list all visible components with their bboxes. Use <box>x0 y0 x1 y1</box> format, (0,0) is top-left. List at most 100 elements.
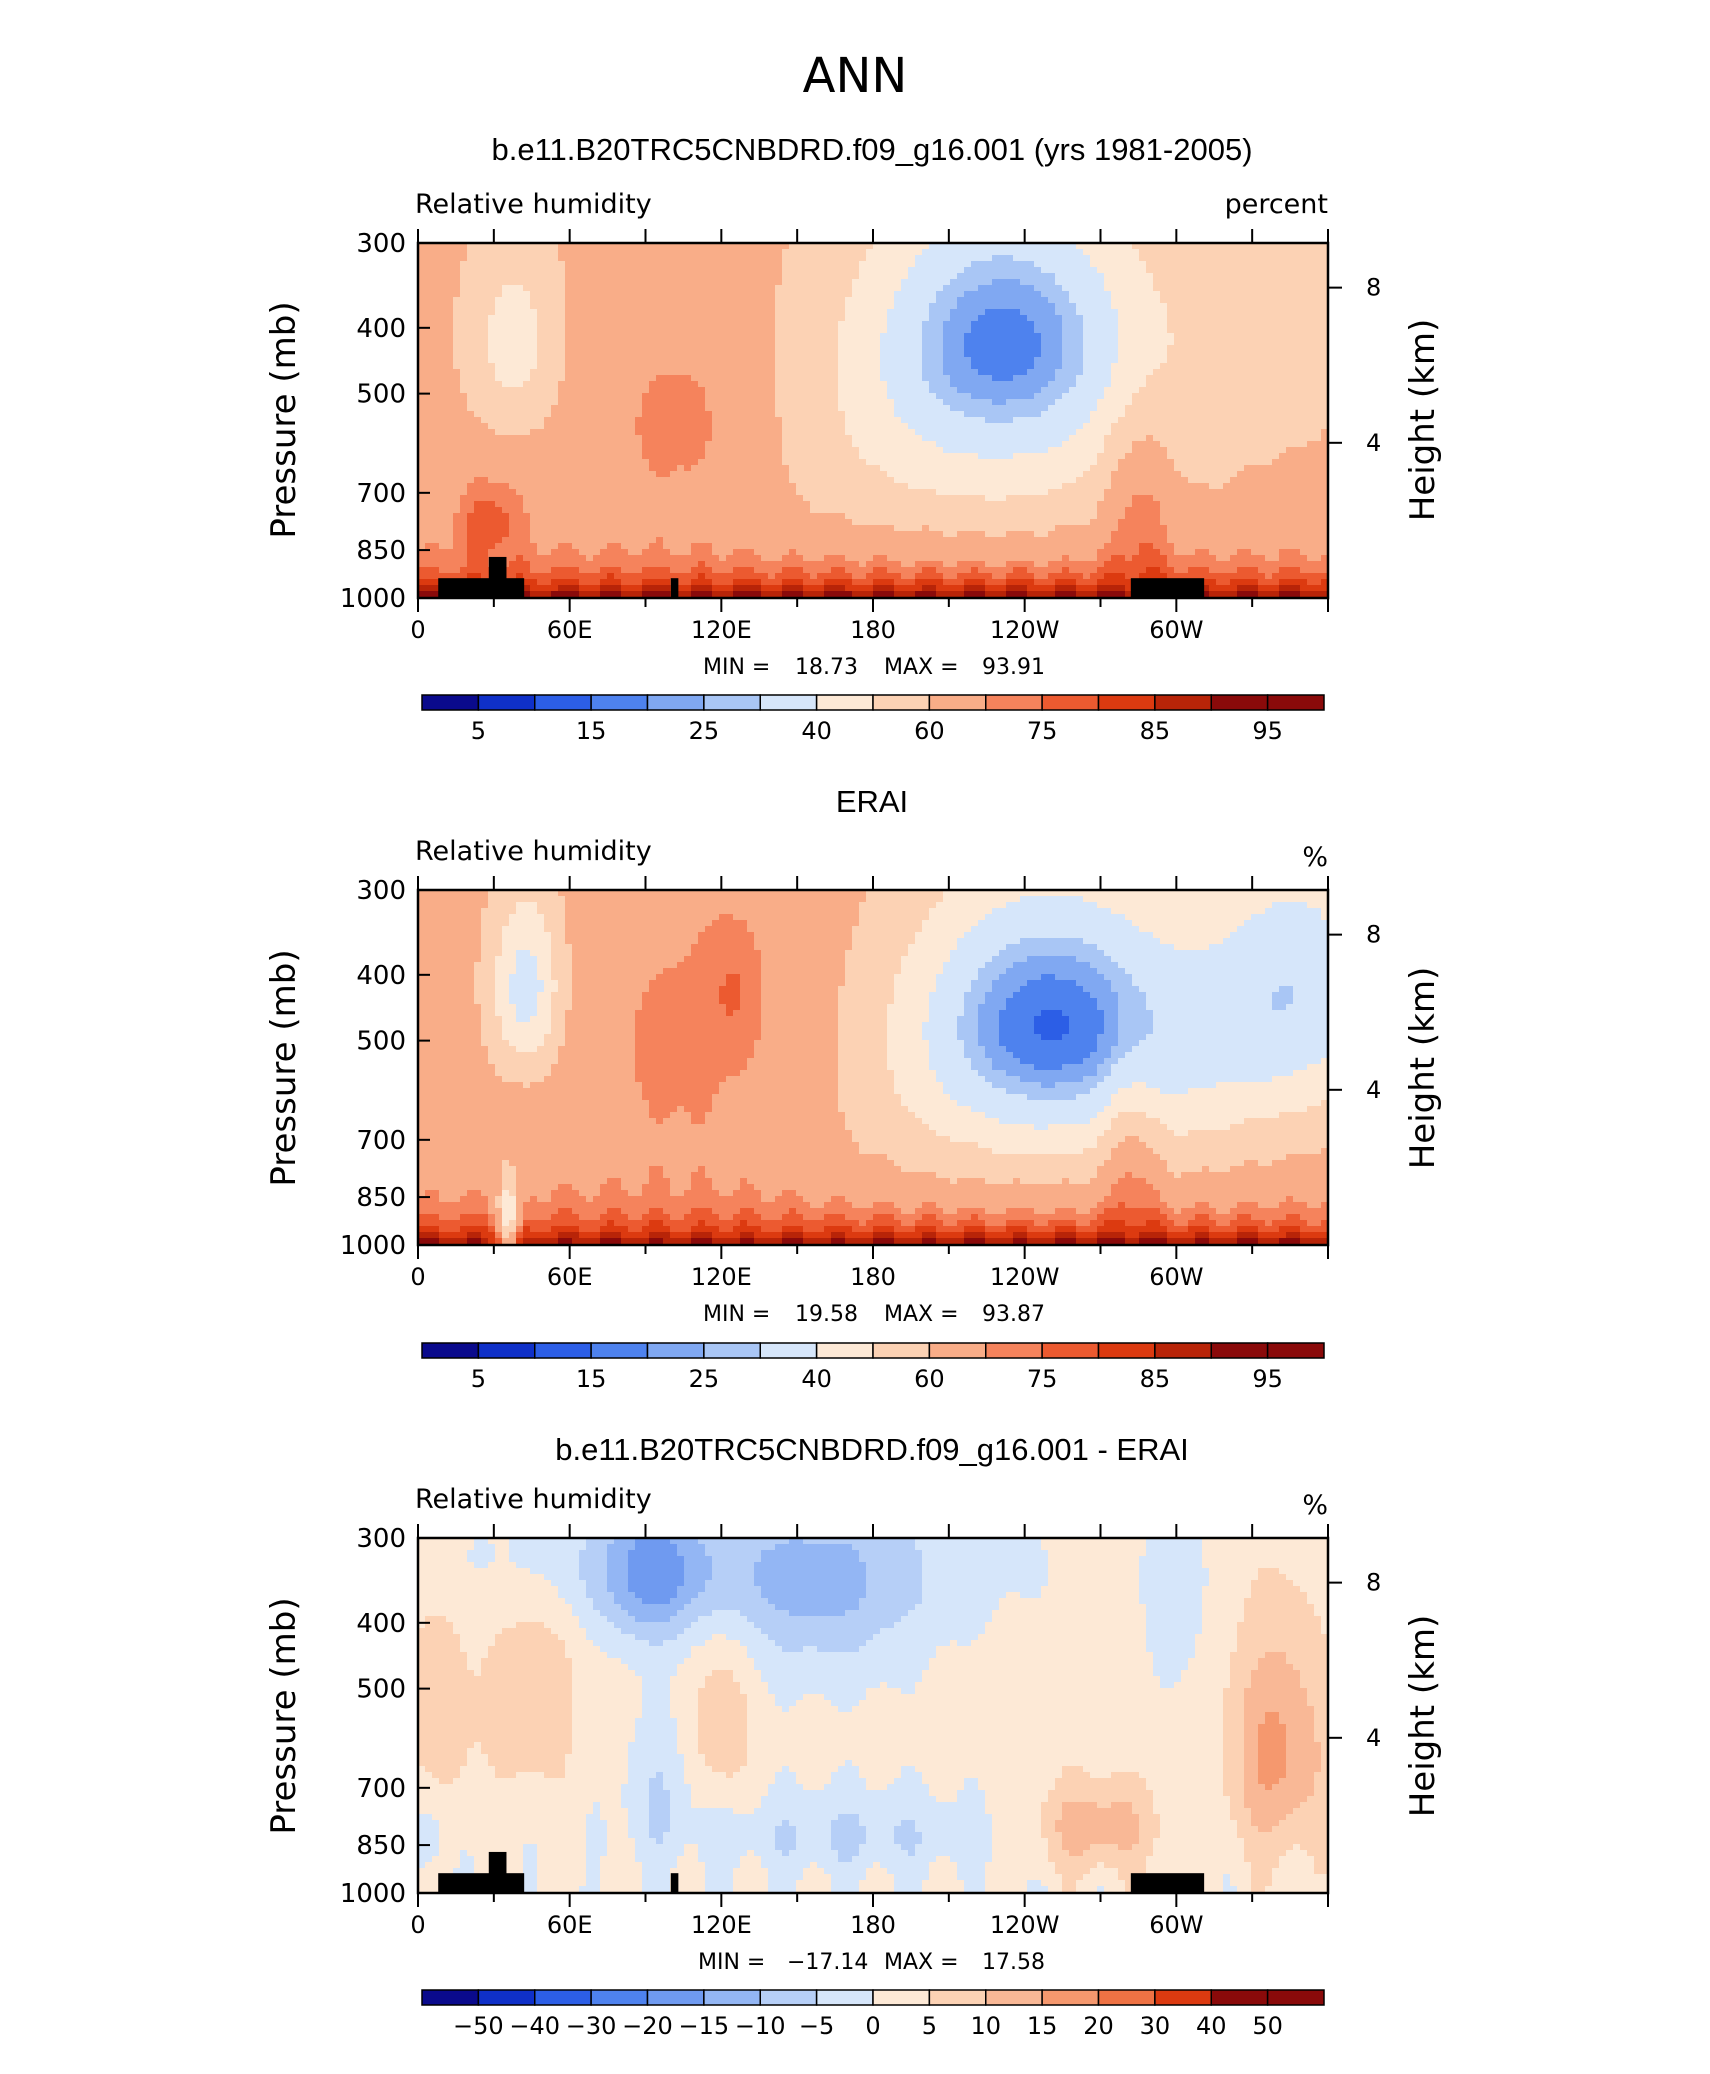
contour-cell <box>1076 1886 1098 1893</box>
contour-cell <box>425 1766 461 1773</box>
contour-cell <box>831 1820 860 1827</box>
contour-cell <box>929 1052 965 1059</box>
contour-cell <box>1006 579 1035 586</box>
contour-cell <box>635 1052 755 1059</box>
contour-cell <box>551 1010 566 1017</box>
contour-cell <box>915 573 944 580</box>
contour-cell <box>838 1856 853 1863</box>
contour-cell <box>418 399 468 406</box>
x-tick-label: 0 <box>410 1263 425 1291</box>
contour-cell <box>572 1724 636 1731</box>
contour-cell <box>509 519 531 526</box>
contour-cell <box>453 1868 475 1875</box>
contour-cell <box>719 992 741 999</box>
contour-cell <box>1083 573 1091 580</box>
contour-cell <box>488 1238 496 1245</box>
contour-cell <box>460 1640 496 1647</box>
contour-cell <box>1153 1148 1322 1155</box>
contour-cell <box>768 1874 804 1881</box>
contour-cell <box>558 1634 587 1641</box>
contour-cell <box>726 1004 741 1011</box>
contour-cell <box>712 591 734 598</box>
contour-cell <box>558 1238 573 1245</box>
contour-cell <box>859 1880 895 1887</box>
contour-cell <box>761 1796 937 1803</box>
contour-cell <box>915 591 937 598</box>
contour-cell <box>1139 1592 1203 1599</box>
contour-cell <box>530 537 657 544</box>
contour-cell <box>978 567 1014 574</box>
contour-cell <box>985 1886 1028 1893</box>
contour-cell <box>726 1634 769 1641</box>
contour-cell <box>649 465 678 472</box>
contour-cell <box>1293 1808 1328 1815</box>
contour-cell <box>698 561 706 568</box>
contour-cell <box>1083 986 1112 993</box>
contour-cell <box>418 944 482 951</box>
contour-cell <box>782 1850 790 1857</box>
contour-cell <box>1314 1784 1328 1791</box>
contour-cell <box>1251 914 1322 921</box>
contour-cell <box>1006 1592 1021 1599</box>
contour-cell <box>1041 1832 1063 1839</box>
contour-cell <box>803 1226 825 1233</box>
contour-cell <box>635 1034 762 1041</box>
contour-cell <box>1300 567 1328 574</box>
contour-cell <box>1034 1016 1070 1023</box>
contour-cell <box>831 1880 860 1887</box>
contour-cell <box>929 309 951 316</box>
contour-cell <box>1146 1112 1280 1119</box>
contour-cell <box>691 1790 769 1797</box>
contour-cell <box>523 495 804 502</box>
contour-cell <box>740 1856 762 1863</box>
contour-cell <box>670 549 692 556</box>
colorbar-label: 95 <box>1252 1365 1283 1393</box>
contour-cell <box>705 1886 734 1893</box>
contour-cell <box>782 1238 804 1245</box>
contour-cell <box>887 555 1063 562</box>
contour-cell <box>901 279 951 286</box>
contour-cell <box>1160 1682 1175 1689</box>
contour-cell <box>1160 1814 1231 1821</box>
contour-cell <box>649 1820 671 1827</box>
contour-cell <box>1013 1178 1021 1185</box>
contour-cell <box>1230 1658 1259 1665</box>
contour-cell <box>670 579 692 586</box>
contour-cell <box>663 968 762 975</box>
contour-cell <box>537 992 552 999</box>
contour-cell <box>509 1556 580 1563</box>
contour-cell <box>964 1010 979 1017</box>
contour-cell <box>936 393 972 400</box>
contour-cell <box>922 327 944 334</box>
contour-cell <box>1062 321 1084 328</box>
contour-cell <box>1195 1232 1210 1239</box>
contour-cell <box>1069 1022 1105 1029</box>
colorbar-box <box>759 694 818 711</box>
contour-cell <box>1083 896 1328 903</box>
contour-cell <box>418 1184 503 1191</box>
contour-cell <box>845 1760 853 1767</box>
contour-cell <box>1223 1688 1245 1695</box>
panel-title: b.e11.B20TRC5CNBDRD.f09_g16.001 - ERAI <box>555 1432 1189 1467</box>
contour-cell <box>712 543 1105 550</box>
contour-cell <box>838 1052 888 1059</box>
contour-cell <box>789 465 881 472</box>
colorbar-box <box>1210 1342 1269 1359</box>
contour-cell <box>572 1208 608 1215</box>
colorbar-box <box>1154 694 1212 711</box>
contour-cell <box>516 1238 524 1245</box>
contour-cell <box>488 1226 496 1233</box>
contour-cell <box>467 1748 482 1755</box>
contour-cell <box>425 1616 447 1623</box>
contour-cell <box>509 1232 517 1239</box>
contour-cell <box>775 363 839 370</box>
contour-cell <box>523 573 608 580</box>
contour-cell <box>1314 1730 1328 1737</box>
contour-cell <box>1090 1868 1119 1875</box>
colorbar-label: 75 <box>1027 1365 1058 1393</box>
contour-cell <box>1027 1886 1049 1893</box>
contour-cell <box>523 1850 538 1857</box>
contour-cell <box>1111 1064 1308 1071</box>
contour-cell <box>1062 345 1084 352</box>
contour-cell <box>859 1556 923 1563</box>
